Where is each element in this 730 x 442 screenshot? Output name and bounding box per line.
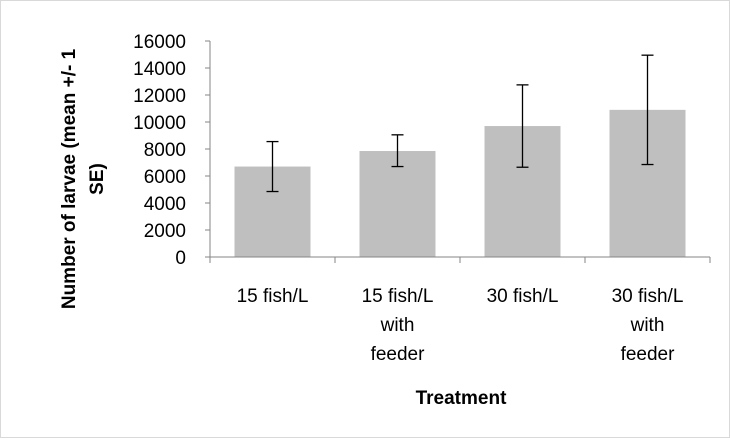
- x-category-label: 30 fish/L: [487, 286, 559, 307]
- y-axis-title-line: SE): [87, 163, 108, 195]
- error-bars: [266, 54, 654, 193]
- x-category-label: with: [630, 315, 665, 336]
- bar: [359, 151, 436, 257]
- x-category-label: 15 fish/L: [362, 286, 434, 307]
- x-category-label: with: [380, 315, 415, 336]
- y-tick-label: 4000: [144, 194, 186, 215]
- y-tick-label: 2000: [144, 221, 186, 242]
- x-category-label: feeder: [371, 344, 426, 365]
- y-axis-ticks: 0 2000 4000 6000 8000 10000 12000 14000 16000: [133, 32, 186, 269]
- x-category-label: 15 fish/L: [237, 286, 309, 307]
- x-axis-categories: 15 fish/L 15 fish/L with feeder 30 fish/L 30 …: [237, 286, 684, 365]
- x-axis-title: Treatment: [416, 388, 507, 409]
- y-axis-title: Number of larvae (mean +/- 1 SE): [59, 48, 108, 309]
- y-tick-label: 12000: [133, 86, 186, 107]
- y-tick-label: 6000: [144, 167, 186, 188]
- y-tick-label: 10000: [133, 113, 186, 134]
- y-tick-label: 0: [175, 248, 186, 269]
- x-category-label: feeder: [621, 344, 676, 365]
- x-category-label: 30 fish/L: [612, 286, 684, 307]
- axes: [205, 40, 711, 263]
- bars: [234, 109, 686, 257]
- y-axis-title-line: Number of larvae (mean +/- 1: [59, 48, 80, 309]
- y-tick-label: 16000: [133, 32, 186, 53]
- y-tick-label: 14000: [133, 59, 186, 80]
- y-tick-label: 8000: [144, 140, 186, 161]
